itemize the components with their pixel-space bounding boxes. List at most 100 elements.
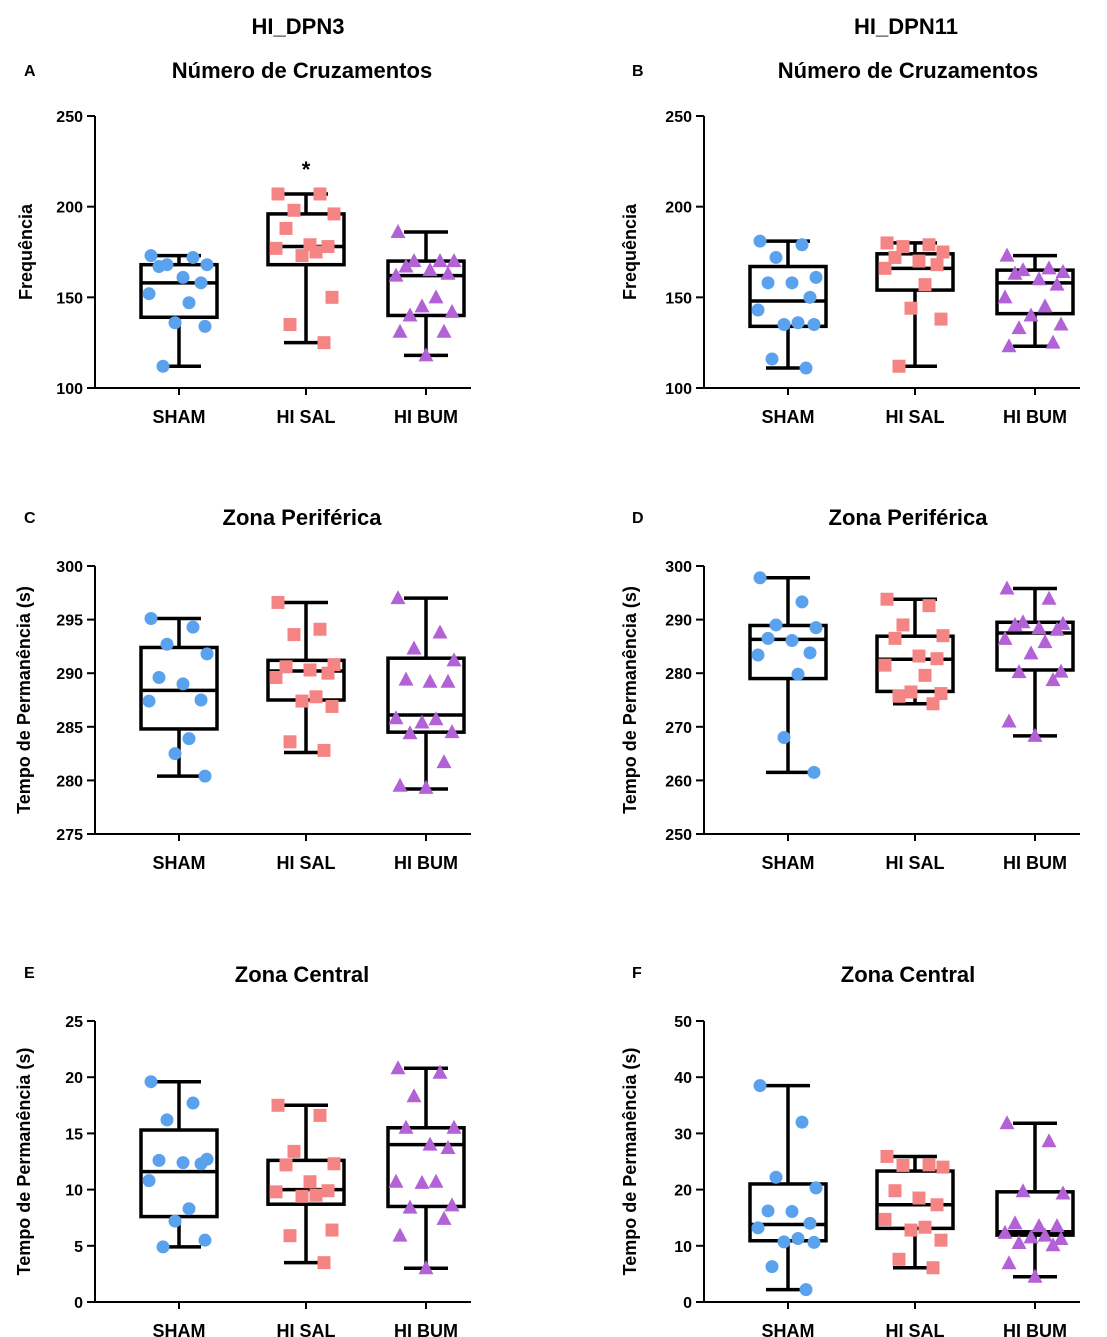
data-point xyxy=(176,677,190,691)
data-point xyxy=(807,318,821,332)
y-tick-label: 150 xyxy=(56,290,83,307)
data-point xyxy=(753,571,767,585)
data-point xyxy=(402,1199,418,1214)
x-tick-label: HI SAL xyxy=(885,853,944,873)
group-hi-bum: HI BUM xyxy=(386,224,466,427)
data-point xyxy=(1031,620,1047,635)
data-point xyxy=(751,303,765,317)
iqr-box xyxy=(139,262,219,320)
data-point xyxy=(880,1149,894,1163)
data-point xyxy=(406,640,422,655)
data-point xyxy=(176,270,190,284)
data-point xyxy=(309,1188,323,1202)
data-point xyxy=(317,1256,331,1270)
data-point xyxy=(422,262,438,277)
data-point xyxy=(269,1185,283,1199)
data-point xyxy=(922,1158,936,1172)
data-point xyxy=(888,631,902,645)
data-point xyxy=(878,261,892,275)
data-point xyxy=(1055,1185,1071,1200)
data-point xyxy=(809,621,823,635)
data-point xyxy=(428,289,444,304)
data-point xyxy=(321,1184,335,1198)
data-point xyxy=(388,1173,404,1188)
data-point xyxy=(198,769,212,783)
data-point xyxy=(168,747,182,761)
data-point xyxy=(795,1115,809,1129)
y-tick-label: 0 xyxy=(74,1295,83,1312)
data-point xyxy=(428,1173,444,1188)
iqr-box xyxy=(875,252,955,292)
chart-panel-a: A Número de Cruzamentos Frequência 100 150 20… xyxy=(16,58,471,427)
data-point xyxy=(440,1140,456,1155)
data-point xyxy=(1037,634,1053,649)
data-point xyxy=(446,253,462,268)
data-point xyxy=(888,1184,902,1198)
data-point xyxy=(414,1174,430,1189)
x-tick-label: HI SAL xyxy=(885,1321,944,1337)
data-point xyxy=(795,595,809,609)
iqr-box xyxy=(386,1126,466,1209)
chart-panel-b: B Número de Cruzamentos Frequência 100 150 20… xyxy=(620,58,1080,427)
y-tick-label: 200 xyxy=(665,200,692,217)
data-point xyxy=(878,658,892,672)
data-point xyxy=(809,270,823,284)
y-tick-label: 25 xyxy=(65,1014,83,1031)
group-hi-sal: HI SAL xyxy=(875,592,955,873)
data-point xyxy=(327,207,341,221)
panel-letter: B xyxy=(632,63,644,80)
data-point xyxy=(182,1202,196,1216)
panel-title: Zona Periférica xyxy=(223,505,383,530)
y-tick-label: 280 xyxy=(665,666,692,683)
group-sham: SHAM xyxy=(748,571,828,873)
data-point xyxy=(160,1113,174,1127)
data-point xyxy=(930,652,944,666)
panel-letter: F xyxy=(632,965,642,982)
x-tick-label: HI SAL xyxy=(276,1321,335,1337)
x-tick-label: SHAM xyxy=(762,1321,815,1337)
data-point xyxy=(777,731,791,745)
y-tick-label: 250 xyxy=(665,827,692,844)
data-point xyxy=(152,1153,166,1167)
data-point xyxy=(156,1240,170,1254)
data-point xyxy=(1041,590,1057,605)
iqr-box xyxy=(748,623,828,681)
data-point xyxy=(936,629,950,643)
panel-letter: E xyxy=(24,965,35,982)
data-point xyxy=(795,238,809,252)
data-point xyxy=(999,580,1015,595)
data-point xyxy=(753,234,767,248)
data-point xyxy=(388,267,404,282)
y-axis-title: Tempo de Permanência (s) xyxy=(620,586,640,814)
data-point xyxy=(777,318,791,332)
data-point xyxy=(1031,1218,1047,1233)
data-point xyxy=(317,336,331,350)
data-point xyxy=(186,250,200,264)
data-point xyxy=(398,671,414,686)
data-point xyxy=(769,1170,783,1184)
data-point xyxy=(753,1079,767,1093)
chart-panel-d: D Zona Periférica Tempo de Permanência (s)… xyxy=(620,505,1080,873)
y-tick-label: 300 xyxy=(665,559,692,576)
data-point xyxy=(892,689,906,703)
data-point xyxy=(418,779,434,794)
data-point xyxy=(283,735,297,749)
column-title-right: HI_DPN11 xyxy=(854,14,958,39)
data-point xyxy=(144,612,158,626)
data-point xyxy=(785,276,799,290)
data-point xyxy=(904,301,918,315)
group-hi-sal: HI SAL xyxy=(266,1098,346,1337)
data-point xyxy=(918,1220,932,1234)
data-point xyxy=(422,673,438,688)
data-point xyxy=(1007,1215,1023,1230)
data-point xyxy=(440,673,456,688)
data-point xyxy=(176,1156,190,1170)
data-point xyxy=(325,290,339,304)
data-point xyxy=(402,307,418,322)
data-point xyxy=(295,249,309,263)
data-point xyxy=(892,359,906,373)
group-hi-bum: HI BUM xyxy=(995,580,1075,873)
data-point xyxy=(1055,263,1071,278)
data-point xyxy=(313,622,327,636)
